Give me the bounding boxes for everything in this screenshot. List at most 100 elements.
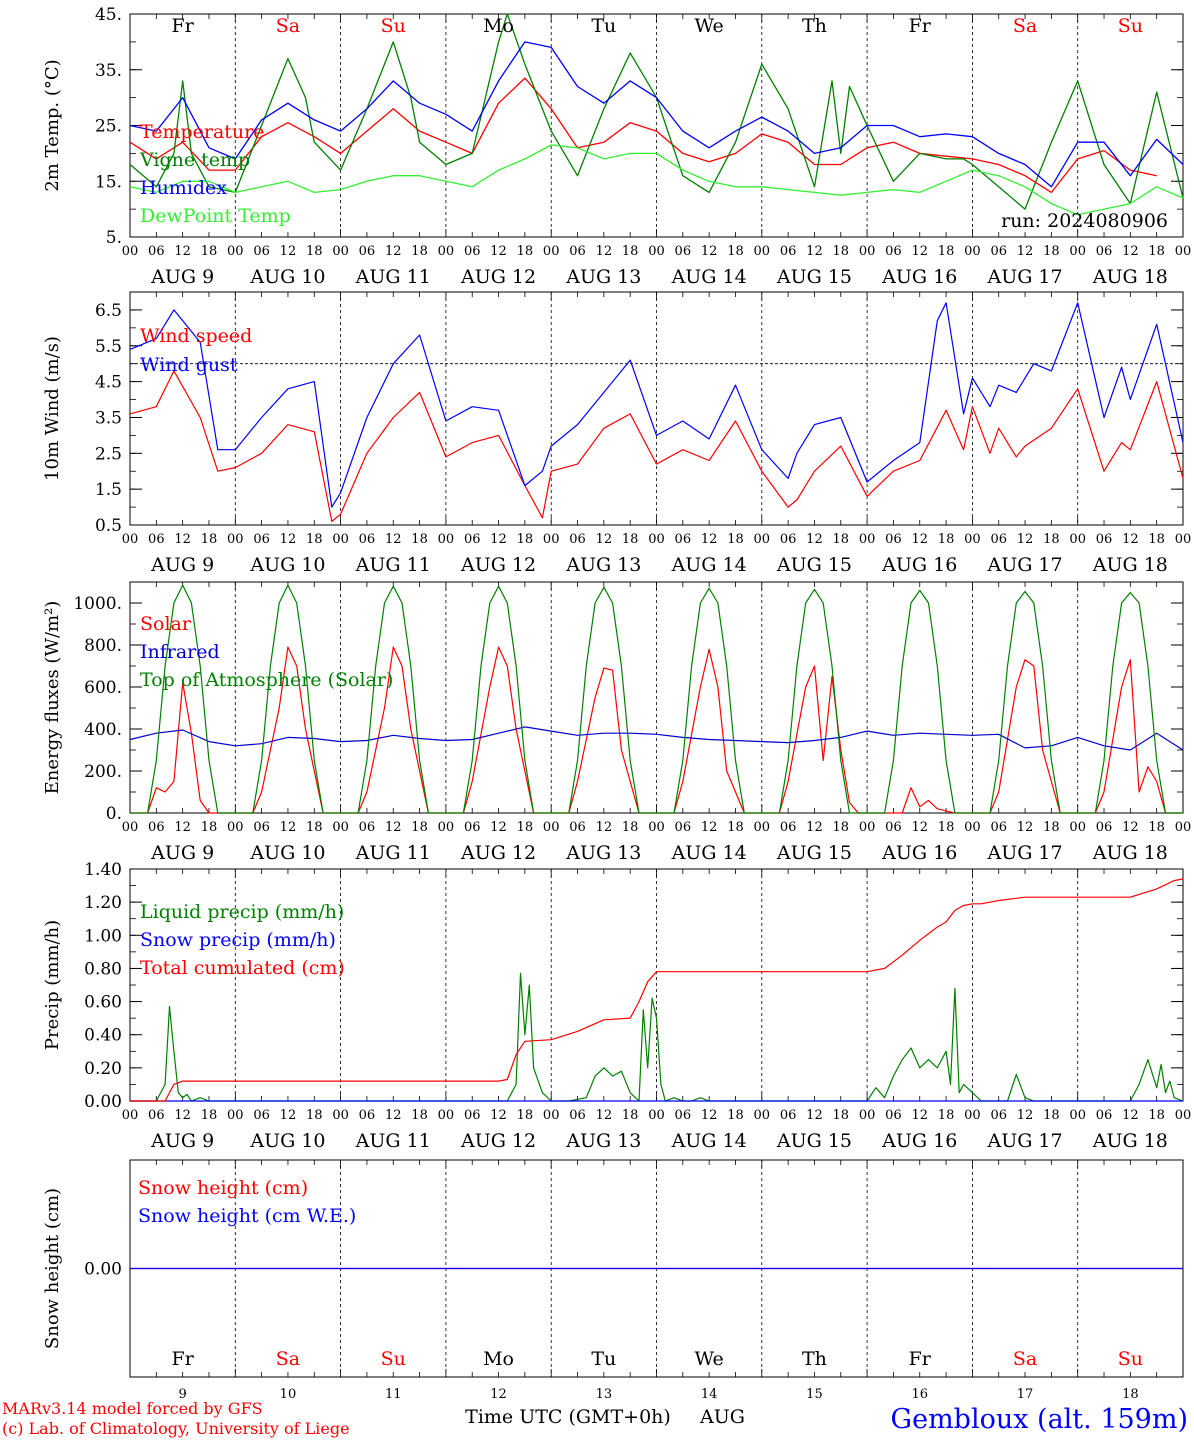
hour-tick-label: 00 xyxy=(122,1108,139,1123)
hour-tick-label: 06 xyxy=(464,244,481,259)
series-line-humidex xyxy=(129,41,1184,188)
hour-tick-label: 00 xyxy=(1175,532,1192,547)
hour-tick-label: 06 xyxy=(780,532,797,547)
hour-tick-label: 06 xyxy=(990,532,1007,547)
hour-tick-label: 18 xyxy=(1043,532,1060,547)
legend-entry: Total cumulated (cm) xyxy=(140,957,345,979)
weekday-label: Su xyxy=(381,15,406,37)
day-label: AUG 16 xyxy=(881,266,957,288)
hour-tick-label: 06 xyxy=(148,820,165,835)
series-line-infrared xyxy=(129,726,1184,751)
weekday-label: Sa xyxy=(276,15,300,37)
hour-tick-label: 06 xyxy=(885,244,902,259)
hour-tick-label: 00 xyxy=(859,244,876,259)
hour-tick-label: 00 xyxy=(122,244,139,259)
hour-tick-label: 06 xyxy=(675,244,692,259)
day-label: AUG 17 xyxy=(986,554,1062,576)
y-tick-label: 1.40 xyxy=(84,860,122,880)
hour-tick-label: 12 xyxy=(1017,244,1034,259)
hour-tick-label: 12 xyxy=(280,1108,297,1123)
legend-entry: Infrared xyxy=(140,641,220,663)
y-axis-label: Energy fluxes (W/m²) xyxy=(42,601,63,795)
legend-entry: Solar xyxy=(140,613,192,635)
day-label: AUG 9 xyxy=(150,842,214,864)
hour-tick-label: 18 xyxy=(517,532,534,547)
y-tick-label: 800. xyxy=(84,636,122,656)
hour-tick-label: 00 xyxy=(648,532,665,547)
hour-tick-label: 18 xyxy=(411,244,428,259)
hour-tick-label: 06 xyxy=(990,820,1007,835)
hour-tick-label: 18 xyxy=(833,532,850,547)
footer: 9 10 11 12 13 14 15 16 17 18 Time UTC (GMT+0h) AUG M… xyxy=(2,1387,1188,1438)
weekday-label: Th xyxy=(802,15,827,37)
weekday-label: Sa xyxy=(1013,15,1037,37)
day-label: AUG 17 xyxy=(986,842,1062,864)
hour-tick-label: 12 xyxy=(1122,244,1139,259)
series-line-wind-gust xyxy=(129,302,1184,508)
hour-tick-label: 00 xyxy=(438,244,455,259)
hour-tick-label: 12 xyxy=(385,532,402,547)
day-label: AUG 16 xyxy=(881,554,957,576)
weekday-label: Su xyxy=(381,1348,406,1370)
plot-frame xyxy=(129,13,1184,238)
legend-entry: Temperature xyxy=(140,121,264,143)
weekday-label: Tu xyxy=(591,15,616,37)
day-number: 15 xyxy=(806,1387,823,1402)
day-label: AUG 11 xyxy=(355,266,431,288)
panel-4: 0.00 0.20 0.40 0.60 0.80 1.00 1.20 1.40 Precip (… xyxy=(42,860,1191,1152)
y-tick-label: 0. xyxy=(106,804,122,824)
series-line-total-cumulated-cm- xyxy=(130,878,1184,1102)
hour-tick-label: 18 xyxy=(1043,820,1060,835)
hour-tick-label: 00 xyxy=(754,1108,771,1123)
panel-1: 5. 15. 25. 35. 45. 2m Temp. (°C) Temperature Vi… xyxy=(42,5,1191,288)
hour-tick-label: 12 xyxy=(806,1108,823,1123)
hour-tick-label: 00 xyxy=(859,820,876,835)
legend-entry: Snow height (cm W.E.) xyxy=(138,1205,356,1227)
y-tick-label: 0.5 xyxy=(95,516,122,536)
day-label: AUG 13 xyxy=(565,266,641,288)
hour-tick-label: 18 xyxy=(1148,244,1165,259)
day-label: AUG 11 xyxy=(355,1130,431,1152)
day-label: AUG 11 xyxy=(355,842,431,864)
hour-tick-label: 12 xyxy=(596,532,613,547)
hour-tick-label: 00 xyxy=(1069,1108,1086,1123)
weekday-label: Th xyxy=(802,1348,827,1370)
hour-tick-label: 00 xyxy=(543,244,560,259)
series-line-top-of-atmosphere-solar- xyxy=(130,584,1183,814)
hour-tick-label: 00 xyxy=(754,820,771,835)
hour-tick-label: 06 xyxy=(569,244,586,259)
hour-tick-label: 06 xyxy=(464,1108,481,1123)
hour-tick-label: 00 xyxy=(648,244,665,259)
hour-tick-label: 06 xyxy=(1096,244,1113,259)
hour-tick-label: 00 xyxy=(1175,1108,1192,1123)
y-tick-label: 35. xyxy=(95,61,122,81)
hour-tick-label: 12 xyxy=(1122,820,1139,835)
hour-tick-label: 18 xyxy=(306,820,323,835)
hour-tick-label: 12 xyxy=(490,532,507,547)
hour-tick-label: 18 xyxy=(622,244,639,259)
hour-tick-label: 12 xyxy=(385,244,402,259)
hour-tick-label: 06 xyxy=(675,820,692,835)
hour-tick-label: 12 xyxy=(1017,820,1034,835)
hour-tick-label: 18 xyxy=(938,820,955,835)
day-number: 16 xyxy=(911,1387,928,1402)
y-tick-label: 600. xyxy=(84,678,122,698)
hour-tick-label: 00 xyxy=(964,532,981,547)
y-tick-label: 25. xyxy=(95,117,122,137)
day-label: AUG 9 xyxy=(150,554,214,576)
hour-tick-label: 18 xyxy=(1043,1108,1060,1123)
y-tick-label: 2.5 xyxy=(95,444,122,464)
y-tick-label: 5. xyxy=(106,228,122,248)
day-label: AUG 9 xyxy=(150,1130,214,1152)
hour-tick-label: 12 xyxy=(911,532,928,547)
hour-tick-label: 06 xyxy=(885,532,902,547)
panel-2: 0.5 1.5 2.5 3.5 4.5 5.5 6.5 10m Wind (m/s) Wind … xyxy=(42,291,1192,576)
hour-tick-label: 18 xyxy=(833,820,850,835)
hour-tick-label: 00 xyxy=(438,532,455,547)
y-axis-label: 10m Wind (m/s) xyxy=(42,336,63,481)
hour-tick-label: 18 xyxy=(306,1108,323,1123)
hour-tick-label: 18 xyxy=(1148,820,1165,835)
hour-tick-label: 06 xyxy=(675,532,692,547)
hour-tick-label: 12 xyxy=(385,1108,402,1123)
hour-tick-label: 18 xyxy=(938,532,955,547)
